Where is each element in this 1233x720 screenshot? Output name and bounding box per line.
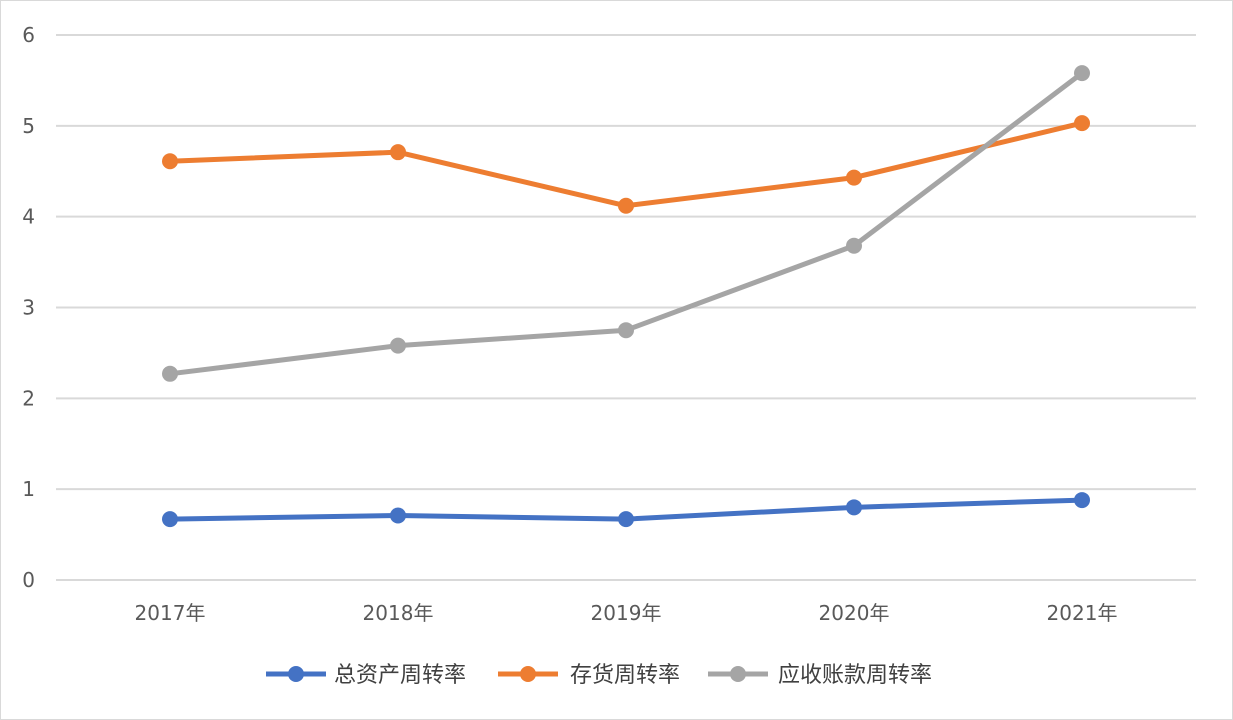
data-point-2-3 [846, 237, 862, 254]
y-tick-label-3: 3 [22, 296, 35, 320]
y-tick-label-5: 5 [22, 114, 35, 138]
gridlines [56, 34, 1196, 581]
x-tick-label-3: 2020年 [819, 601, 890, 625]
legend-label-0: 总资产周转率 [334, 663, 466, 688]
legend-swatch-marker-1 [520, 666, 536, 682]
y-tick-label-4: 4 [22, 205, 35, 229]
series-1 [162, 115, 1090, 214]
data-point-2-4 [1074, 65, 1090, 82]
data-point-0-2 [618, 511, 634, 528]
y-tick-label-2: 2 [22, 386, 35, 410]
data-point-1-1 [390, 144, 406, 161]
data-point-2-2 [618, 322, 634, 339]
x-tick-label-4: 2021年 [1047, 601, 1118, 625]
series-group [162, 65, 1090, 528]
x-tick-label-2: 2019年 [591, 601, 662, 625]
y-tick-label-6: 6 [22, 23, 35, 47]
x-axis-tick-labels: 2017年 2018年 2019年 2020年 2021年 [135, 601, 1118, 625]
data-point-0-1 [390, 507, 406, 524]
x-tick-label-0: 2017年 [135, 601, 206, 625]
legend-label-1: 存货周转率 [570, 663, 680, 688]
data-point-1-2 [618, 197, 634, 214]
legend: 总资产周转率 存货周转率 应收账款周转率 [266, 663, 932, 688]
legend-swatch-marker-2 [730, 666, 746, 682]
data-point-1-4 [1074, 115, 1090, 132]
series-line-1 [167, 120, 1085, 209]
y-tick-label-0: 0 [22, 568, 35, 592]
legend-item-2: 应收账款周转率 [708, 663, 932, 688]
legend-label-2: 应收账款周转率 [778, 663, 932, 688]
legend-item-0: 总资产周转率 [266, 663, 466, 688]
data-point-1-3 [846, 169, 862, 186]
data-point-0-4 [1074, 492, 1090, 509]
legend-item-1: 存货周转率 [498, 663, 680, 688]
y-tick-label-1: 1 [22, 477, 35, 501]
legend-swatch-marker-0 [288, 666, 304, 682]
x-tick-label-1: 2018年 [363, 601, 434, 625]
y-axis-tick-labels: 0 1 2 3 4 5 6 [22, 23, 35, 592]
series-2 [162, 65, 1090, 382]
data-point-1-0 [162, 153, 178, 170]
data-point-2-1 [390, 337, 406, 354]
data-point-0-0 [162, 511, 178, 528]
series-0 [162, 492, 1090, 528]
data-point-0-3 [846, 499, 862, 516]
data-point-2-0 [162, 365, 178, 382]
